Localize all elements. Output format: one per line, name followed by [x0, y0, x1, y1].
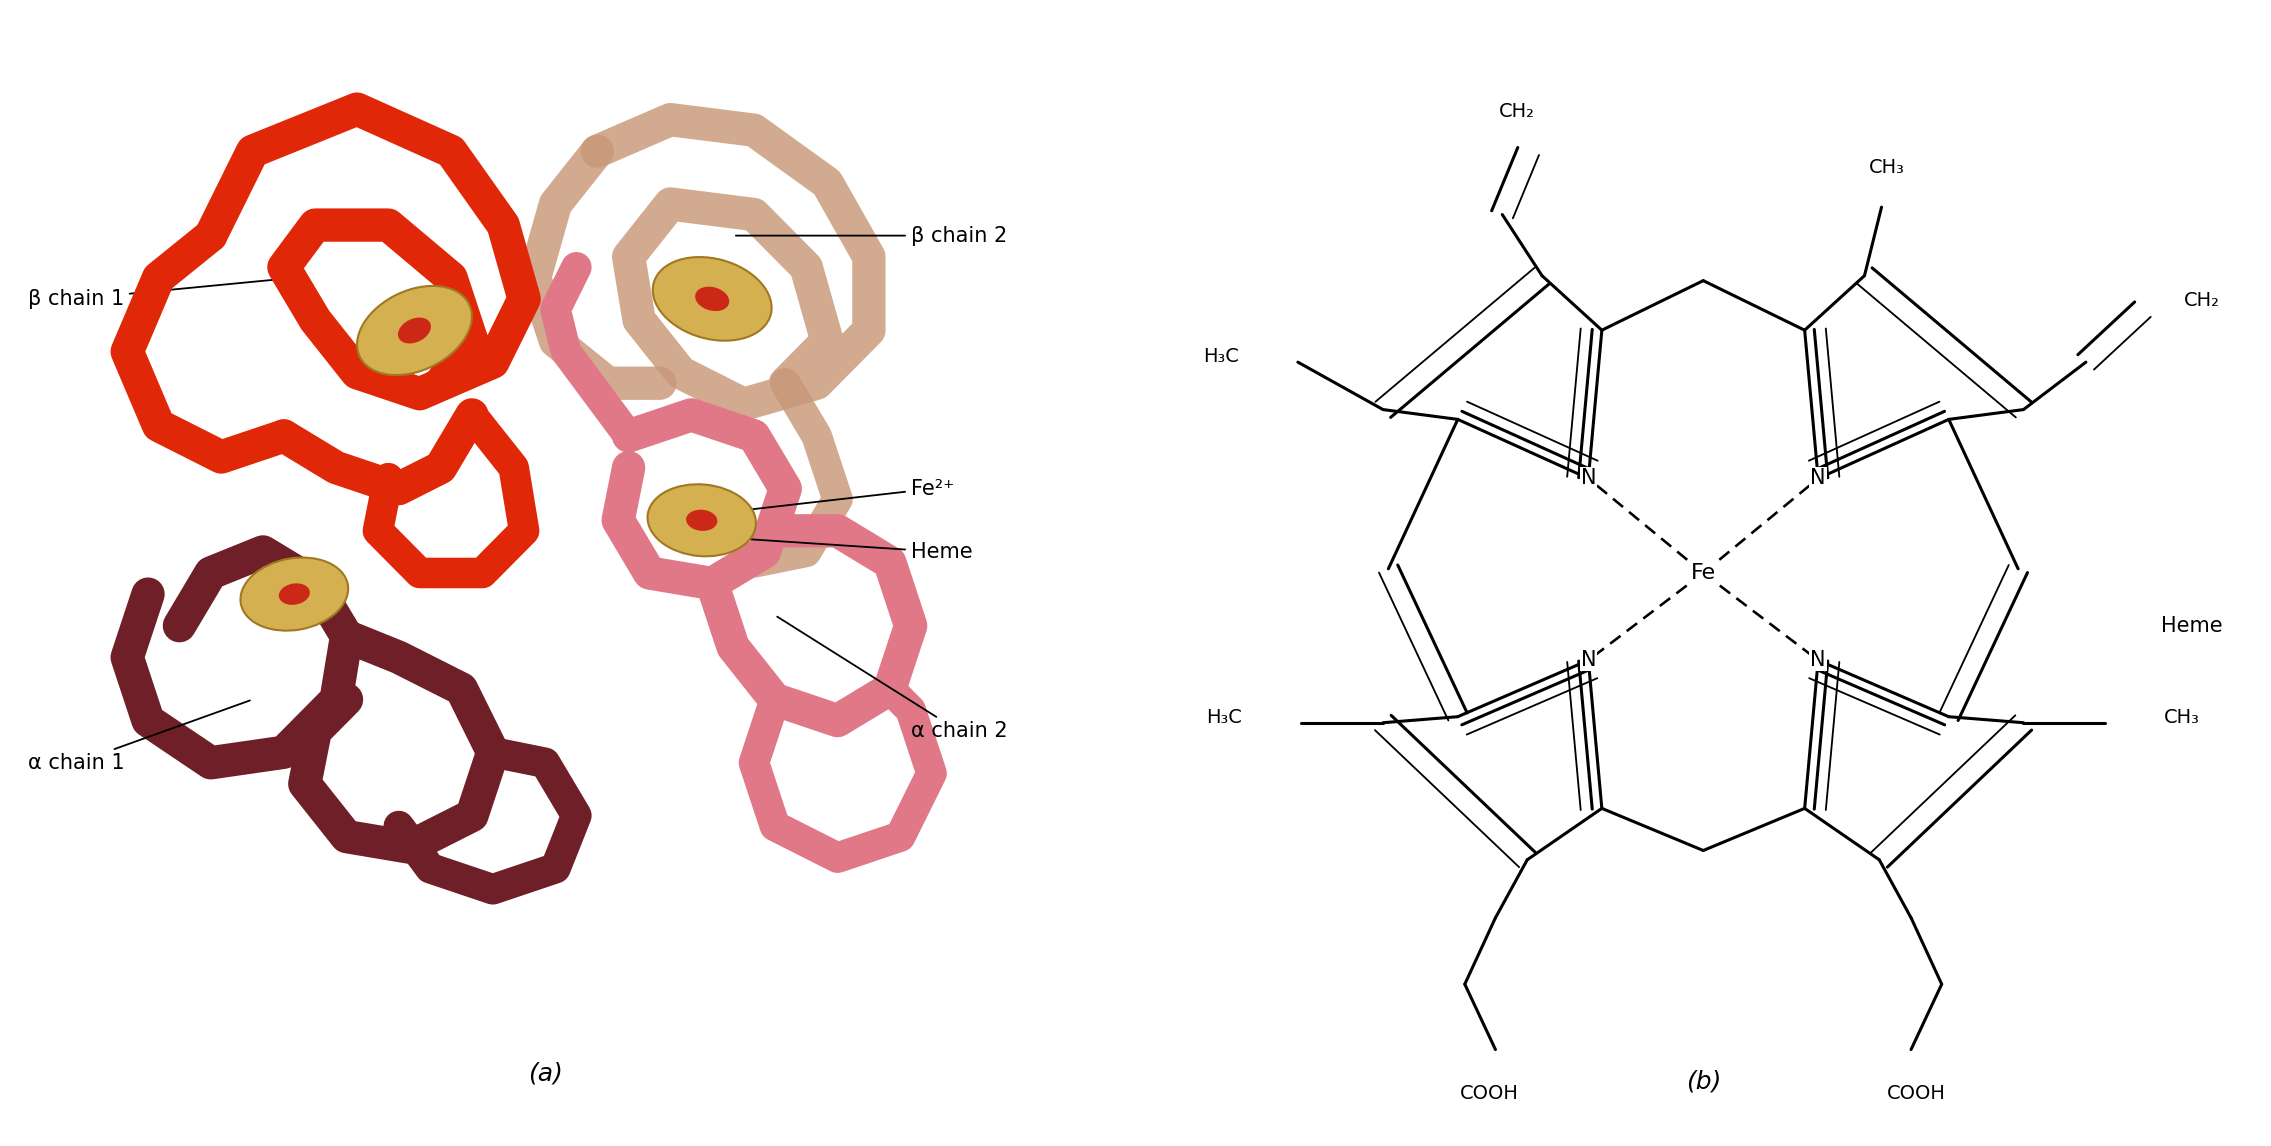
- Text: Fe: Fe: [1690, 563, 1717, 583]
- Text: N: N: [1581, 650, 1597, 670]
- Ellipse shape: [695, 288, 729, 311]
- Text: (b): (b): [1685, 1069, 1721, 1093]
- Text: CH₃: CH₃: [1869, 158, 1905, 176]
- Ellipse shape: [357, 286, 472, 375]
- Text: COOH: COOH: [1887, 1084, 1946, 1104]
- Ellipse shape: [279, 584, 309, 604]
- Ellipse shape: [400, 319, 429, 343]
- Text: CH₃: CH₃: [2164, 708, 2201, 727]
- Text: α chain 2: α chain 2: [777, 617, 1008, 741]
- Text: α chain 1: α chain 1: [27, 700, 250, 772]
- Text: COOH: COOH: [1460, 1084, 1519, 1104]
- Text: Heme: Heme: [704, 536, 972, 562]
- Text: N: N: [1810, 650, 1826, 670]
- Ellipse shape: [647, 485, 756, 556]
- Text: N: N: [1581, 469, 1597, 488]
- Text: CH₂: CH₂: [2185, 291, 2219, 311]
- Ellipse shape: [652, 257, 772, 340]
- Text: H₃C: H₃C: [1206, 708, 1242, 727]
- Text: (a): (a): [527, 1062, 563, 1085]
- Text: Heme: Heme: [2160, 615, 2223, 636]
- Ellipse shape: [686, 510, 718, 531]
- Ellipse shape: [241, 557, 347, 630]
- Text: Fe²⁺: Fe²⁺: [704, 479, 954, 515]
- Text: H₃C: H₃C: [1204, 347, 1240, 367]
- Text: CH₂: CH₂: [1499, 102, 1535, 120]
- Text: N: N: [1810, 469, 1826, 488]
- Text: β chain 2: β chain 2: [736, 226, 1006, 245]
- Text: β chain 1: β chain 1: [27, 278, 291, 309]
